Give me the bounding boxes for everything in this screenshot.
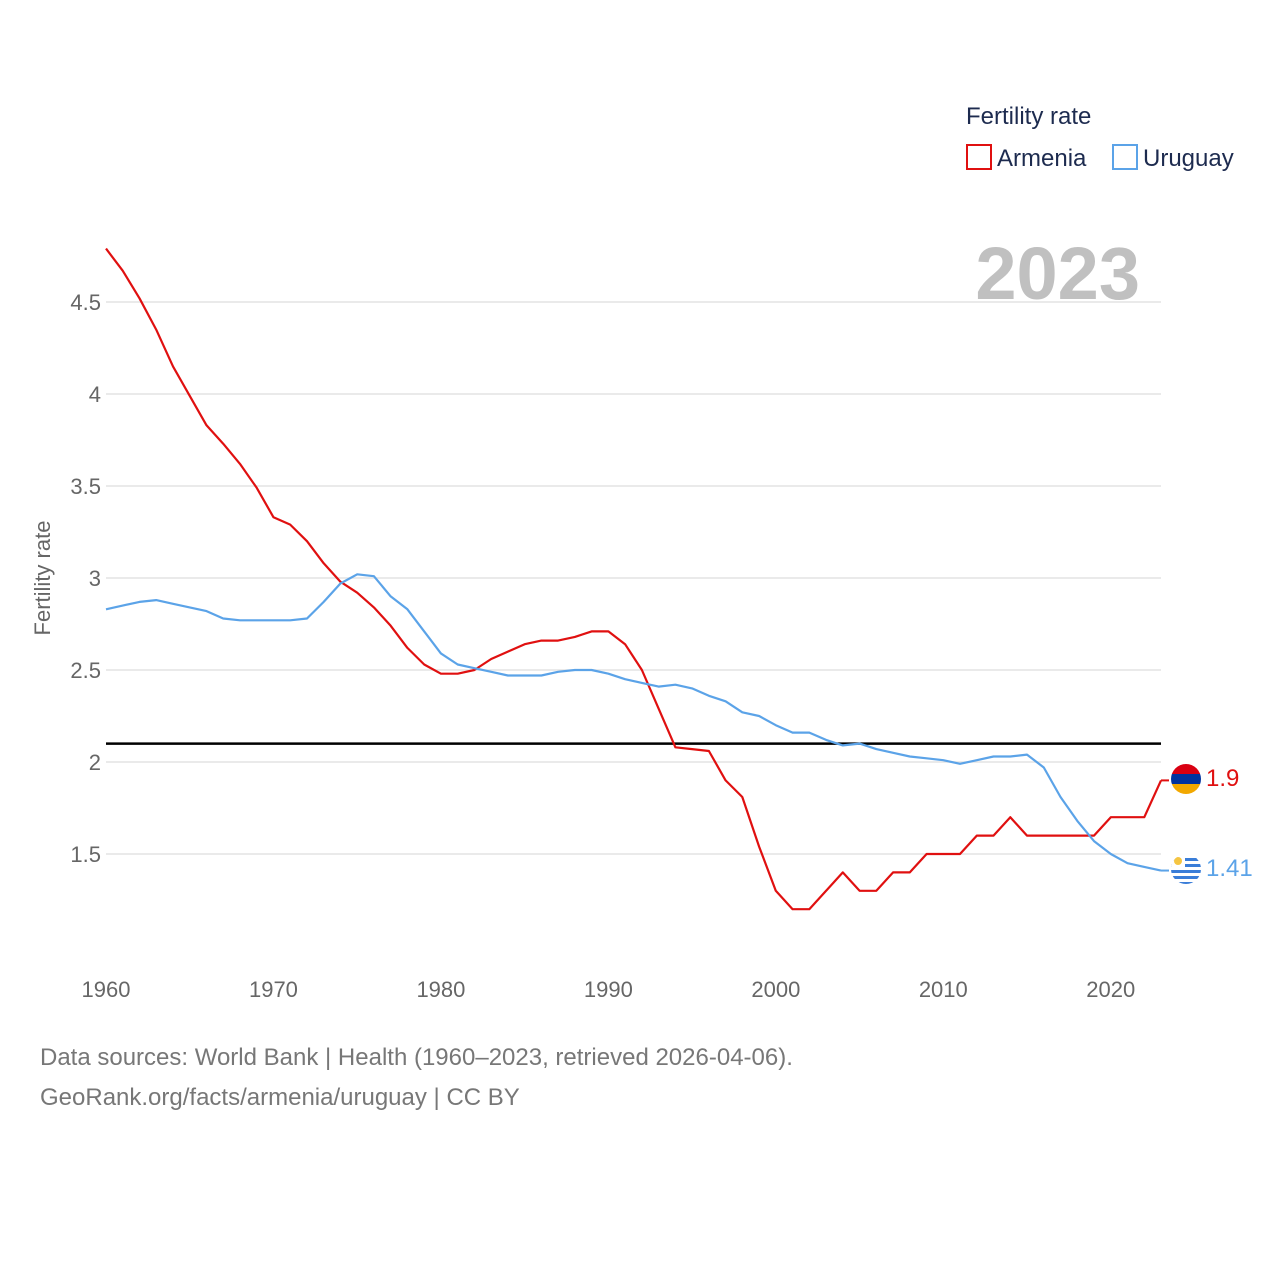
y-tick-label: 2: [89, 750, 101, 775]
year-display: 2023: [975, 232, 1140, 315]
series-line-uruguay[interactable]: [105, 573, 1162, 872]
legend-swatch-armenia[interactable]: [966, 144, 992, 170]
x-tick-label: 2020: [1086, 977, 1135, 1002]
armenia-flag-icon: [1171, 764, 1201, 794]
x-tick-label: 1980: [416, 977, 465, 1002]
fertility-line-chart: 1.5 2 2.5 3 3.5 4 4.5 1960 1970 1980 1990 2000 2010…: [30, 103, 1253, 1002]
legend-label-armenia[interactable]: Armenia: [997, 145, 1087, 172]
series-line-armenia[interactable]: [105, 247, 1163, 911]
y-tick-label: 3: [89, 566, 101, 591]
footer-sources: Data sources: World Bank | Health (1960–…: [40, 1044, 793, 1071]
legend-title: Fertility rate: [966, 103, 1091, 130]
y-tick-label: 4: [89, 382, 101, 407]
grid-lines: [106, 301, 1161, 855]
footer-source-link[interactable]: GeoRank.org/facts/armenia/uruguay | CC B…: [40, 1084, 520, 1111]
y-tick-label: 1.5: [70, 842, 101, 867]
armenia-end-value: 1.9: [1206, 765, 1239, 792]
y-tick-label: 3.5: [70, 474, 101, 499]
uruguay-end-value: 1.41: [1206, 855, 1253, 882]
legend-swatch-uruguay[interactable]: [1112, 144, 1138, 170]
legend: Fertility rate Armenia Uruguay: [966, 103, 1234, 172]
y-axis-ticks: 1.5 2 2.5 3 3.5 4 4.5: [70, 290, 101, 867]
x-tick-label: 2010: [919, 977, 968, 1002]
x-tick-label: 1970: [249, 977, 298, 1002]
y-tick-label: 2.5: [70, 658, 101, 683]
x-tick-label: 1990: [584, 977, 633, 1002]
y-tick-label: 4.5: [70, 290, 101, 315]
x-tick-label: 1960: [82, 977, 131, 1002]
x-axis-ticks: 1960 1970 1980 1990 2000 2010 2020: [82, 977, 1136, 1002]
uruguay-flag-icon: [1171, 854, 1201, 884]
legend-label-uruguay[interactable]: Uruguay: [1143, 145, 1234, 172]
x-tick-label: 2000: [751, 977, 800, 1002]
y-axis-label: Fertility rate: [30, 521, 55, 636]
